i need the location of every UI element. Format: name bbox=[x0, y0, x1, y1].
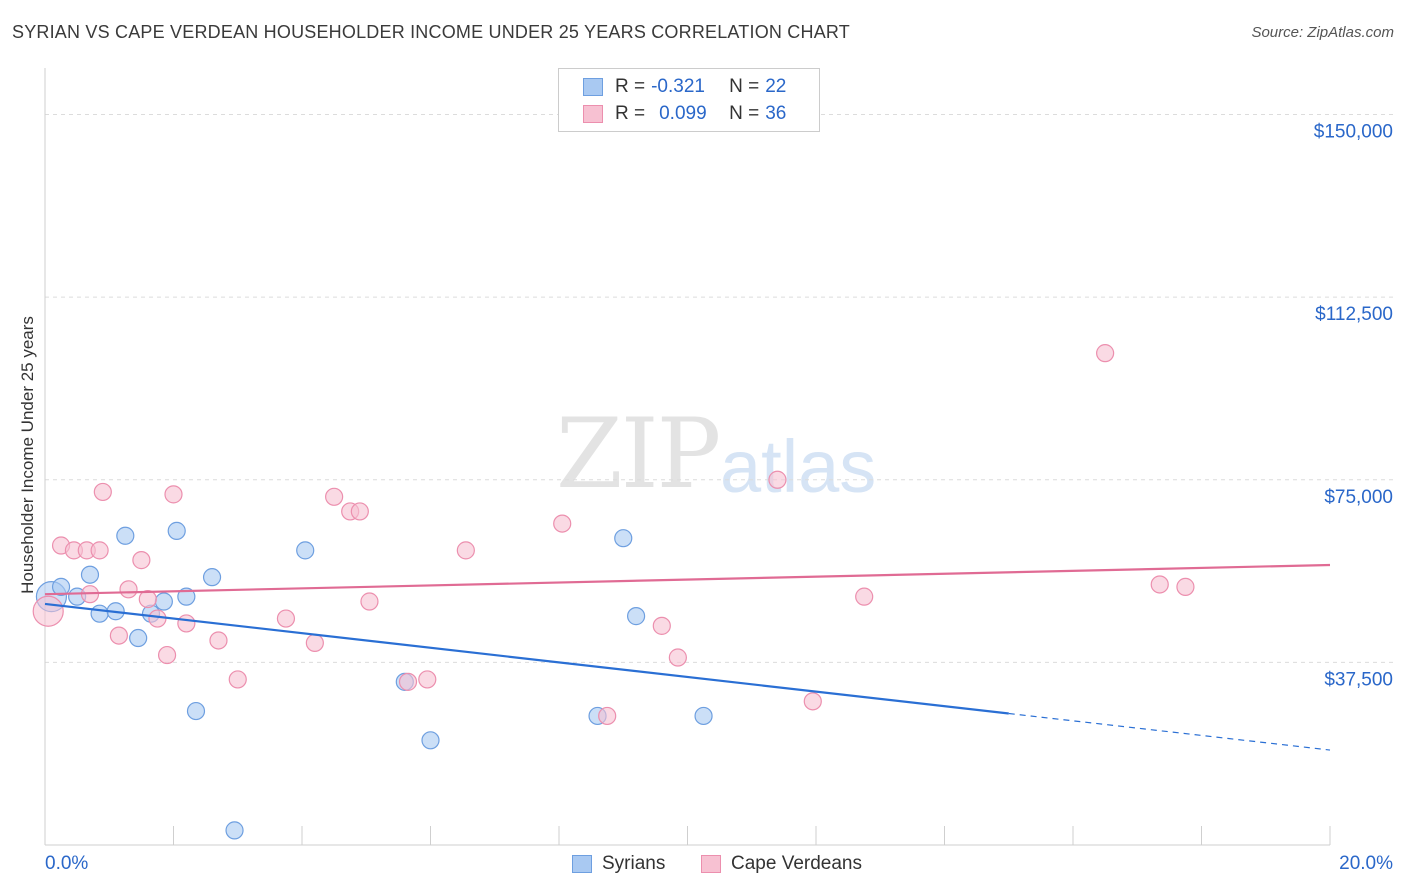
cape-verdean-point bbox=[350, 502, 369, 521]
cape-verdean-point bbox=[325, 487, 344, 506]
cape-verdean-point bbox=[1096, 344, 1115, 363]
correlation-legend: R = -0.321 N = 22 R = 0.099 N = 36 bbox=[558, 68, 820, 132]
cape-verdean-point bbox=[668, 648, 687, 667]
cape-verdean-point bbox=[209, 631, 228, 650]
y-tick-label: $112,500 bbox=[1315, 304, 1393, 325]
cape-verdean-point bbox=[276, 609, 296, 628]
syrian-point bbox=[116, 526, 135, 545]
cape-verdeans-swatch bbox=[583, 105, 603, 123]
legend-row-syrians: R = -0.321 N = 22 bbox=[583, 74, 786, 100]
legend-r-label: R = bbox=[615, 103, 646, 124]
legend-row-cape-verdeans: R = 0.099 N = 36 bbox=[583, 101, 786, 127]
cape-verdean-point bbox=[855, 587, 874, 606]
syrian-point bbox=[694, 706, 713, 726]
legend-n-label: N = bbox=[729, 76, 760, 97]
cape-verdean-point bbox=[1150, 575, 1169, 594]
cape-verdean-point bbox=[768, 470, 787, 489]
y-tick-label: $150,000 bbox=[1314, 122, 1393, 143]
cape-verdeans-legend-label: Cape Verdeans bbox=[731, 853, 862, 874]
cape-verdean-point bbox=[1176, 577, 1195, 596]
cape-verdean-point bbox=[119, 580, 138, 599]
syrian-point bbox=[626, 607, 646, 626]
bottom-legend-syrians: Syrians bbox=[572, 852, 665, 876]
cape-verdean-point bbox=[652, 616, 671, 635]
cape-verdeans-legend-swatch bbox=[701, 855, 721, 873]
syrian-point bbox=[421, 731, 440, 750]
y-tick-label: $37,500 bbox=[1324, 669, 1393, 690]
cape-verdean-point bbox=[164, 485, 183, 504]
legend-n-value: 36 bbox=[765, 103, 787, 124]
cape-verdean-point bbox=[360, 592, 379, 611]
cape-verdean-point bbox=[138, 589, 157, 609]
cape-verdean-point bbox=[553, 514, 572, 533]
chart-title: SYRIAN VS CAPE VERDEAN HOUSEHOLDER INCOM… bbox=[12, 22, 850, 42]
cape-verdean-point bbox=[93, 482, 112, 502]
syrian-point bbox=[51, 577, 71, 596]
cape-verdean-point bbox=[132, 551, 151, 570]
cape-verdean-point bbox=[177, 614, 196, 633]
syrian-trend-extension bbox=[1008, 712, 1331, 751]
syrian-point bbox=[167, 521, 186, 540]
syrian-point bbox=[225, 821, 244, 840]
source-label: Source: ZipAtlas.com bbox=[1251, 24, 1394, 41]
x-tick-label: 20.0% bbox=[1339, 853, 1393, 874]
bottom-legend-cape-verdeans: Cape Verdeans bbox=[701, 852, 862, 876]
cape-verdean-point bbox=[157, 645, 177, 665]
legend-r-value: -0.321 bbox=[651, 76, 705, 97]
legend-n-label: N = bbox=[729, 103, 760, 124]
legend-n-value: 22 bbox=[765, 76, 787, 97]
cape-verdean-point bbox=[32, 595, 64, 627]
cape-verdean-point bbox=[803, 692, 822, 711]
syrian-trend-line bbox=[44, 602, 1009, 715]
cape-verdean-point bbox=[228, 670, 247, 689]
y-tick-label: $75,000 bbox=[1324, 487, 1393, 508]
syrian-point bbox=[296, 541, 315, 560]
syrians-swatch bbox=[583, 78, 603, 96]
cape-verdean-trend-line bbox=[44, 563, 1331, 596]
watermark-zip: ZIP bbox=[556, 398, 721, 510]
syrian-point bbox=[202, 568, 222, 587]
syrian-point bbox=[80, 565, 100, 584]
syrians-legend-swatch bbox=[572, 855, 592, 873]
cape-verdean-point bbox=[148, 609, 167, 628]
syrian-point bbox=[614, 529, 633, 548]
syrian-point bbox=[177, 587, 196, 606]
watermark-atlas: atlas bbox=[720, 425, 877, 508]
cape-verdean-point bbox=[109, 626, 128, 645]
syrian-point bbox=[129, 628, 148, 648]
syrian-point bbox=[90, 604, 109, 623]
syrians-legend-label: Syrians bbox=[602, 853, 666, 874]
syrian-point bbox=[186, 701, 206, 721]
syrian-point bbox=[154, 592, 173, 611]
x-tick-label: 0.0% bbox=[45, 853, 88, 874]
cape-verdean-point bbox=[398, 672, 418, 691]
cape-verdean-point bbox=[305, 633, 324, 653]
cape-verdean-point bbox=[418, 670, 437, 689]
cape-verdean-point bbox=[598, 706, 617, 726]
cape-verdean-point bbox=[90, 541, 109, 560]
cape-verdean-point bbox=[456, 541, 475, 560]
legend-r-label: R = bbox=[615, 76, 646, 97]
legend-r-value: 0.099 bbox=[659, 103, 707, 124]
